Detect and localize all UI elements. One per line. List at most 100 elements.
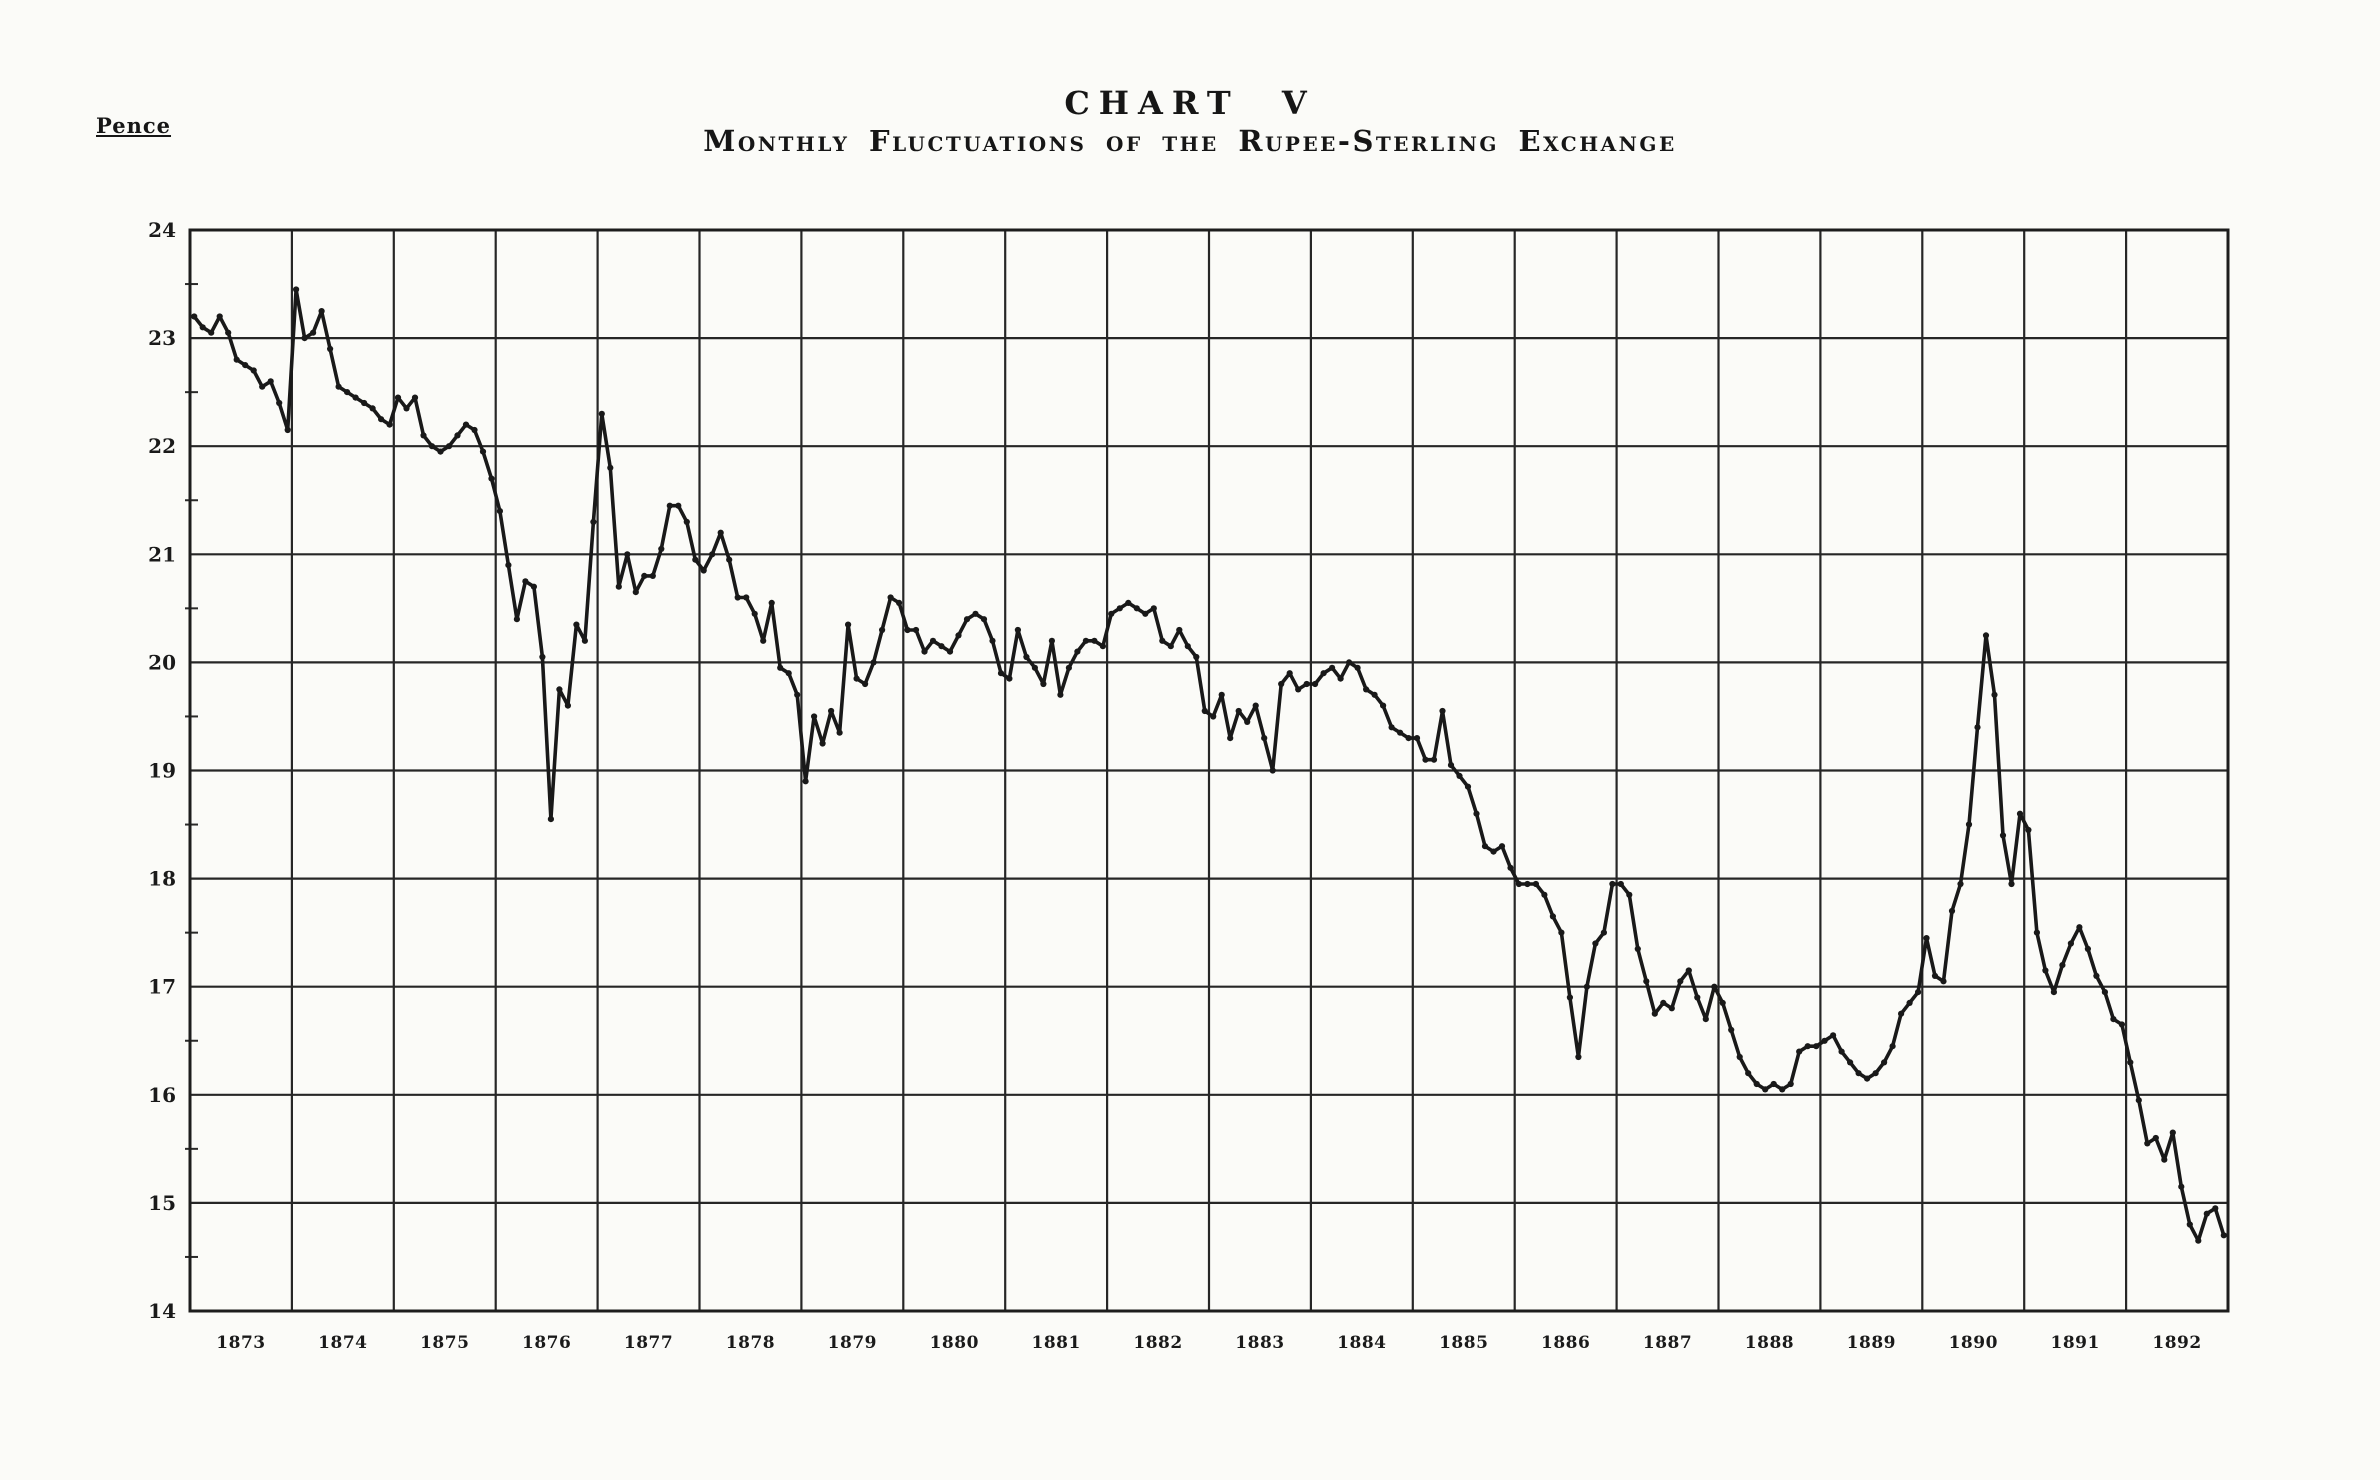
data-point [1770,1080,1777,1088]
data-point [1609,880,1616,888]
data-point [1473,810,1480,817]
data-point [352,394,359,401]
data-point [2118,1021,2125,1028]
data-point [1702,1016,1709,1023]
data-point [1346,659,1353,666]
data-point [845,621,852,628]
data-point [1252,702,1259,709]
data-point [216,313,223,320]
data-point [1116,605,1123,612]
data-point [513,616,521,623]
data-point [1906,999,1913,1007]
data-point [1422,756,1429,763]
data-point [318,308,325,315]
data-point [301,335,308,342]
data-point [556,686,563,693]
data-point [1210,713,1217,720]
data-point [879,626,886,634]
data-point [1592,940,1599,947]
data-point [2161,1156,2168,1163]
data-point [539,653,546,661]
data-point [2152,1134,2159,1142]
data-point [267,378,274,385]
data-point [411,394,419,401]
data-point [284,426,291,434]
data-point [904,626,911,634]
data-point [1957,880,1964,888]
data-point [1931,972,1939,980]
x-year-label: 1884 [1337,1333,1386,1353]
data-point [1481,843,1489,850]
data-point [1889,1043,1896,1050]
data-point [683,518,690,526]
data-point [2033,929,2040,936]
data-point [2067,940,2074,947]
y-tick-label: 14 [148,1299,176,1323]
data-point [1447,762,1455,769]
data-point [1125,599,1132,607]
data-point [1074,648,1081,655]
data-point [785,670,792,677]
data-point [777,664,784,671]
data-point [2220,1232,2227,1239]
data-point [361,399,368,407]
data-point [403,405,410,412]
data-point [1354,664,1361,671]
data-point [963,616,971,623]
data-point [1711,983,1718,990]
data-point-markers [191,286,2227,1244]
grid [185,228,2228,1313]
data-point [1278,680,1285,688]
data-point [1320,670,1327,677]
data-point [1660,999,1667,1007]
data-point [1668,1005,1675,1012]
x-year-label: 1891 [2050,1333,2099,1353]
data-point [2135,1097,2142,1104]
data-point [437,448,444,455]
y-tick-label: 15 [148,1191,176,1215]
data-point [1898,1010,1905,1017]
data-point [2025,826,2032,834]
data-point [1082,637,1089,644]
x-year-label: 1880 [930,1333,979,1353]
data-point [1872,1070,1879,1077]
data-point [488,475,495,482]
y-tick-label: 22 [148,434,176,458]
data-point [1847,1059,1854,1066]
data-point [1405,735,1412,742]
data-point [1193,653,1200,661]
data-point [938,643,945,650]
y-axis-unit-label: Pence [96,113,172,138]
data-point [522,578,529,585]
data-point [692,556,699,563]
data-point [929,637,937,644]
data-point [1456,772,1463,780]
data-point [233,356,240,363]
data-point [369,405,376,412]
data-point [310,329,317,336]
data-point [1515,880,1522,888]
data-point [1651,1010,1658,1017]
data-point [1150,605,1157,612]
data-point [1023,653,1030,661]
data-point [726,556,733,563]
data-point [658,545,665,553]
data-point [955,632,962,639]
data-point [208,329,215,336]
data-point [2042,967,2049,974]
data-point [505,562,512,569]
data-point [335,383,342,390]
data-point [1108,610,1115,617]
data-point [1133,605,1140,612]
data-point [1040,680,1047,688]
x-year-label: 1879 [828,1333,877,1353]
data-point [479,448,487,455]
data-point [700,567,707,574]
data-point [2016,810,2024,817]
data-point [1634,945,1641,953]
y-tick-label: 23 [148,326,176,350]
data-point [1779,1086,1786,1093]
data-point [1006,675,1013,682]
data-point [1167,643,1174,650]
